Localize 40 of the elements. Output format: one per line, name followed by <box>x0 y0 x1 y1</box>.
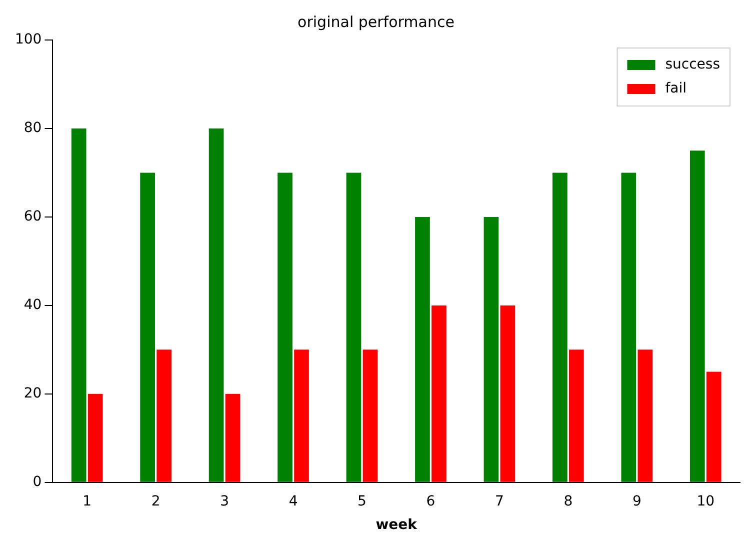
bar <box>346 172 362 482</box>
x-tick-label: 8 <box>564 493 573 510</box>
bar <box>500 305 516 482</box>
x-tick-label: 6 <box>426 493 436 510</box>
y-tick-label: 80 <box>24 120 42 136</box>
bar <box>690 150 705 482</box>
bar <box>278 172 292 482</box>
y-tick-label: 0 <box>32 474 42 490</box>
y-tick-label: 20 <box>24 386 42 402</box>
x-tick-label: 7 <box>494 493 504 510</box>
x-tick-label: 3 <box>220 493 229 510</box>
bar <box>88 394 103 482</box>
bar <box>294 350 309 482</box>
bar <box>484 216 499 482</box>
bar <box>569 350 584 482</box>
x-tick-label: 5 <box>358 493 366 510</box>
legend-label: fail <box>665 80 687 97</box>
x-tick-label: 9 <box>632 493 642 510</box>
bar <box>362 350 378 482</box>
x-tick-label: 10 <box>696 493 715 510</box>
x-axis-title: week <box>376 517 418 534</box>
x-tick-label: 1 <box>82 493 92 510</box>
bar <box>415 216 430 482</box>
bar <box>552 172 568 482</box>
bar <box>706 372 722 482</box>
y-tick-label: 40 <box>24 297 42 314</box>
bar <box>621 172 636 482</box>
bar <box>156 350 172 482</box>
legend-label: success <box>665 56 720 73</box>
bar <box>638 350 653 482</box>
bar <box>208 128 224 482</box>
x-tick-label: 4 <box>288 493 298 510</box>
y-tick-label: 100 <box>14 32 42 48</box>
x-tick-label: 2 <box>151 493 160 510</box>
bar <box>71 128 86 482</box>
bar <box>140 172 155 482</box>
chart-title: original performance <box>298 12 454 31</box>
bar <box>432 305 446 482</box>
bar <box>225 394 240 482</box>
y-tick-label: 60 <box>24 208 42 225</box>
